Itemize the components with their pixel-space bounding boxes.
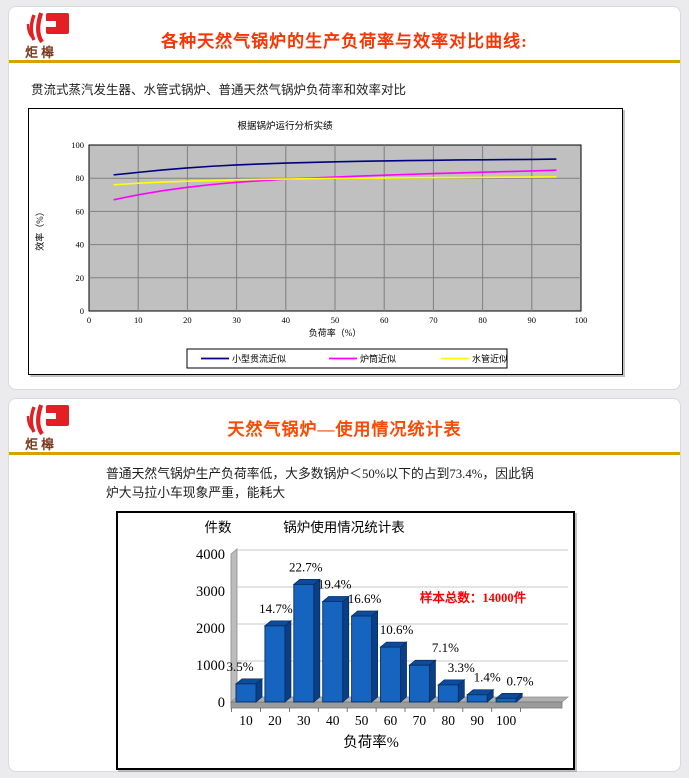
slide-1-title: 各种天然气锅炉的生产负荷率与效率对比曲线: [161, 32, 528, 51]
y-tick-label: 100 [71, 140, 84, 150]
x-tick-label: 40 [326, 713, 340, 728]
bar-side [342, 595, 350, 703]
x-tick-label: 80 [478, 315, 487, 325]
y-axis-title: 效率（%） [34, 207, 45, 251]
logo-text: 炬槔 [25, 437, 58, 452]
bar-chart-title: 锅炉使用情况统计表 [283, 519, 405, 535]
sample-total-annotation: 样本总数：14000件 [420, 590, 527, 605]
legend-item-label: 水管近似 [472, 353, 508, 364]
x-tick-label: 60 [384, 713, 398, 728]
x-tick-label: 70 [413, 713, 427, 728]
slide-1-subtitle: 贯流式蒸汽发生器、水管式锅炉、普通天然气锅炉负荷率和效率对比 [31, 83, 407, 97]
series-line [113, 176, 557, 186]
x-tick-label: 70 [429, 315, 438, 325]
bar [380, 646, 401, 703]
x-tick-label: 50 [355, 713, 369, 728]
company-logo: 炬槔 [25, 12, 77, 59]
bar [264, 625, 286, 703]
logo-flame-icon [26, 12, 69, 44]
bar-side [371, 610, 379, 703]
y-tick-label: 0 [80, 306, 84, 316]
legend-item-label: 小型贯流近似 [232, 353, 286, 364]
bar-side [284, 619, 292, 703]
bar-value-label: 7.1% [432, 640, 459, 655]
y-tick-label: 60 [76, 206, 85, 216]
x-tick-label: 20 [183, 315, 192, 325]
bar-side [313, 578, 321, 703]
slide-2-header: 炬槔 天然气锅炉—使用情况统计表 [9, 399, 680, 455]
x-axis-title: 负荷率% [343, 734, 399, 751]
logo-text: 炬槔 [25, 45, 58, 60]
bar-side [428, 659, 436, 703]
bar-side [400, 641, 407, 703]
line-chart: 根据锅炉运行分析实绩 0 10 20 30 40 50 60 70 80 90 100 0 20 40 60 8… [28, 108, 623, 375]
y-tick-label: 80 [76, 173, 85, 183]
bar-value-label: 3.3% [448, 660, 475, 675]
bar-value-label: 10.6% [380, 622, 414, 637]
bar [466, 694, 488, 703]
x-axis-title: 负荷率（%） [309, 327, 362, 338]
bar [351, 615, 373, 703]
slide-1-header: 炬槔 各种天然气锅炉的生产负荷率与效率对比曲线: [9, 7, 680, 63]
line-chart-title: 根据锅炉运行分析实绩 [237, 120, 333, 132]
x-tick-label: 10 [239, 713, 253, 728]
wall-3d [230, 548, 238, 703]
bar-value-label: 14.7% [259, 601, 293, 616]
bar [322, 601, 344, 703]
bar-chart: 锅炉使用情况统计表 件数 0 1000 2000 3000 4000 3.5% 10 14.7% 2… [116, 511, 575, 770]
bar [408, 664, 430, 703]
y-tick-label: 3000 [196, 584, 225, 600]
x-tick-label: 40 [282, 315, 291, 325]
bar-value-label: 3.5% [226, 659, 253, 674]
y-tick-label: 2000 [196, 621, 225, 637]
y-tick-label: 4000 [196, 547, 225, 563]
series-line [113, 158, 557, 176]
bar [235, 683, 257, 703]
slide-2: 炬槔 天然气锅炉—使用情况统计表 普通天然气锅炉生产负荷率低，大多数锅炉＜50%… [8, 398, 681, 772]
slide-1: 炬槔 各种天然气锅炉的生产负荷率与效率对比曲线: 贯流式蒸汽发生器、水管式锅炉、… [8, 6, 681, 390]
floor-3d-front [230, 701, 563, 709]
bar [437, 684, 459, 703]
bar-chart-svg: 锅炉使用情况统计表 件数 0 1000 2000 3000 4000 3.5% 10 14.7% 2… [196, 519, 569, 751]
x-tick-label: 60 [380, 315, 389, 325]
x-tick-label: 30 [232, 315, 241, 325]
x-tick-label: 0 [87, 315, 91, 325]
x-tick-label: 90 [470, 713, 484, 728]
bar-value-label: 22.7% [289, 559, 323, 574]
slide-2-title: 天然气锅炉—使用情况统计表 [227, 420, 462, 439]
x-tick-label: 50 [331, 315, 340, 325]
bar-value-label: 16.6% [348, 591, 382, 606]
x-tick-label: 90 [528, 315, 537, 325]
line-chart-svg: 根据锅炉运行分析实绩 0 10 20 30 40 50 60 70 80 90 100 0 20 40 60 8… [34, 120, 588, 369]
x-tick-label: 80 [442, 713, 456, 728]
company-logo: 炬槔 [25, 404, 77, 451]
y-tick-label: 0 [218, 695, 225, 711]
bar-value-label: 19.4% [318, 577, 352, 592]
bar [293, 583, 315, 703]
x-tick-label: 100 [575, 315, 588, 325]
y-axis-title: 件数 [205, 520, 232, 535]
legend-item-label: 炉筒近似 [360, 353, 396, 364]
bar [495, 697, 517, 703]
series-line [113, 169, 557, 201]
x-tick-label: 10 [134, 315, 143, 325]
bar-value-label: 0.7% [507, 673, 534, 688]
y-tick-label: 1000 [196, 658, 225, 674]
y-tick-label: 40 [76, 240, 85, 250]
x-tick-label: 20 [268, 713, 282, 728]
y-tick-label: 20 [76, 273, 85, 283]
slide-2-paragraph: 普通天然气锅炉生产负荷率低，大多数锅炉＜50%以下的占到73.4%，因此锅炉大马… [106, 467, 534, 501]
x-tick-label: 100 [496, 713, 516, 728]
logo-flame-icon [26, 404, 69, 436]
bar-value-label: 1.4% [474, 670, 501, 685]
x-tick-label: 30 [297, 713, 311, 728]
